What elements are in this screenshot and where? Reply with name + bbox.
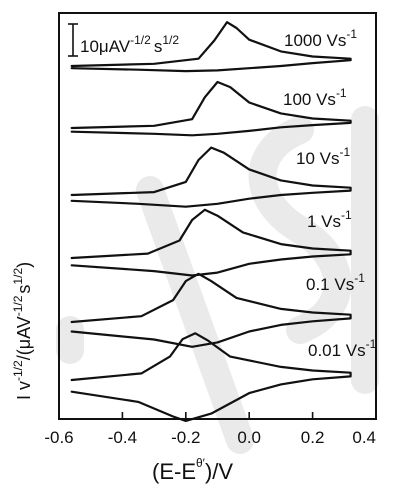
series-label-0: 1000 Vs-1 bbox=[284, 27, 357, 50]
series-label-4: 0.1 Vs-1 bbox=[306, 271, 365, 294]
x-tick-label-1: -0.4 bbox=[108, 428, 137, 447]
y-axis-label: I v-1/2/(μAV-1/2s1/2) bbox=[11, 262, 34, 400]
curves-group bbox=[70, 21, 352, 422]
cv-curve-1 bbox=[70, 80, 352, 137]
x-tick-label-2: -0.2 bbox=[171, 428, 200, 447]
cv-curve-2 bbox=[70, 146, 352, 208]
plot-frame bbox=[58, 12, 377, 420]
series-label-1: 100 Vs-1 bbox=[283, 86, 347, 109]
x-ticks-group: -0.6 -0.4 -0.2 0.0 0.2 0.4 bbox=[44, 412, 377, 447]
cv-curve-3 bbox=[70, 208, 352, 277]
series-label-2: 10 Vs-1 bbox=[296, 145, 350, 168]
x-axis-label: (E-Eθ′)/V bbox=[152, 456, 233, 484]
x-tick-label-3: 0.0 bbox=[237, 428, 261, 447]
scale-bar: 10μAV-1/2 s1/2 bbox=[68, 23, 179, 57]
series-labels-group: 1000 Vs-1 100 Vs-1 10 Vs-1 1 Vs-1 0.1 Vs-1 0.… bbox=[283, 27, 377, 360]
scale-bar-label: 10μAV-1/2 s1/2 bbox=[80, 33, 179, 56]
x-tick-label-0: -0.6 bbox=[44, 428, 73, 447]
x-tick-label-4: 0.2 bbox=[301, 428, 325, 447]
cv-curve-0 bbox=[70, 21, 352, 73]
series-label-5: 0.01 Vs-1 bbox=[308, 337, 377, 360]
series-label-3: 1 Vs-1 bbox=[307, 208, 352, 231]
cv-curve-5 bbox=[70, 332, 352, 422]
watermark bbox=[56, 106, 379, 454]
x-tick-label-5: 0.4 bbox=[352, 428, 376, 447]
